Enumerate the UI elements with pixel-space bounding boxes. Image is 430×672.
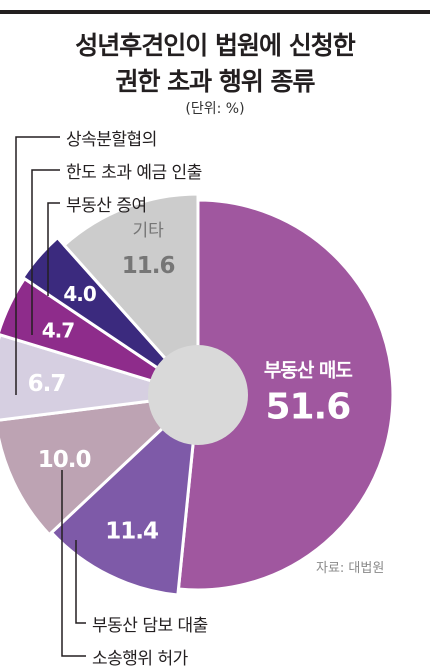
pie-slice-other — [62, 192, 200, 397]
slice-label-other: 기타 — [132, 221, 164, 241]
unit-label: (단위: %) — [185, 101, 245, 117]
chart-title-line-1: 성년후견인이 법원에 신청한 — [75, 31, 355, 60]
chart-title-line-2: 권한 초과 행위 종류 — [115, 67, 315, 96]
leader-gift — [47, 202, 60, 296]
pie-slice-litigation — [0, 393, 200, 537]
callout-label-mortgage-loan: 부동산 담보 대출 — [92, 616, 208, 636]
leader-withdrawal — [31, 169, 60, 335]
callout-label-litigation: 소송행위 허가 — [92, 649, 188, 669]
callout-label-gift: 부동산 증여 — [66, 196, 147, 216]
callout-label-inheritance: 상속분할협의 — [66, 130, 157, 150]
donut-hole — [148, 345, 248, 445]
slice-label-real-estate-sale: 부동산 매도 — [264, 359, 353, 381]
callout-label-withdrawal: 한도 초과 예금 인출 — [66, 163, 202, 183]
pie-slice-real-estate-loan — [49, 393, 200, 597]
slice-value-inheritance-division: 6.7 — [28, 371, 66, 397]
leader-litigation — [61, 470, 86, 657]
slice-value-deposit-withdrawal: 4.7 — [42, 319, 75, 343]
slice-value-real-estate-sale: 51.6 — [265, 386, 350, 427]
slice-value-real-estate-loan: 11.4 — [105, 518, 158, 544]
pie-slice-real-estate-gift — [21, 236, 200, 397]
pie-slice-real-estate-sale — [176, 198, 395, 592]
leader-inheritance — [15, 136, 60, 395]
slice-value-real-estate-gift: 4.0 — [63, 282, 96, 306]
source-note: 자료: 대법원 — [316, 561, 385, 576]
slice-value-other: 11.6 — [122, 253, 175, 279]
leader-mortgage-loan — [75, 540, 86, 624]
slice-value-litigation: 10.0 — [38, 447, 91, 473]
top-rule — [0, 10, 430, 14]
